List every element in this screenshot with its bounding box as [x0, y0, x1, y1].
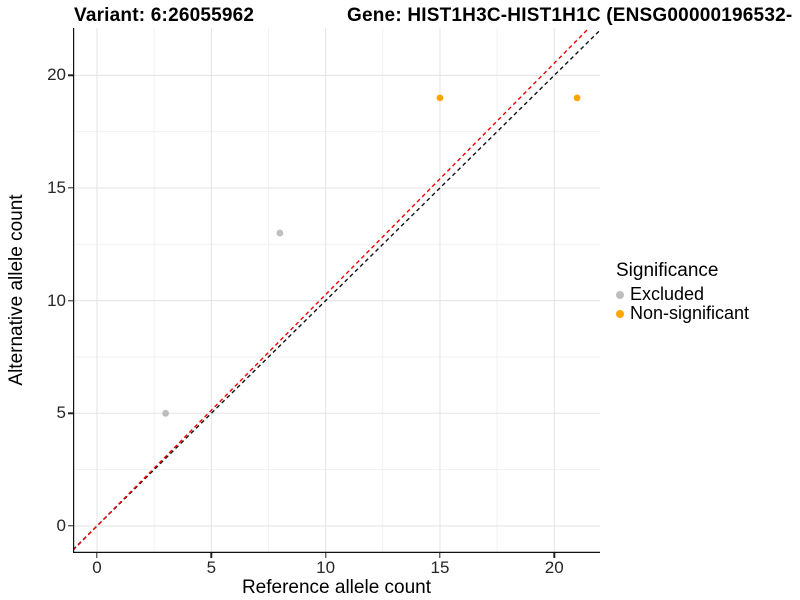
- y-axis-title: Alternative allele count: [6, 194, 27, 386]
- x-tick-label: 5: [206, 558, 217, 577]
- y-tick-label: 20: [47, 65, 66, 85]
- legend-item-excluded: Excluded: [616, 284, 749, 304]
- x-tick-mark: [324, 553, 327, 558]
- fitted-line: [73, 28, 590, 551]
- non-significant-swatch-icon: [616, 309, 624, 318]
- identity-line: [73, 29, 600, 551]
- legend-title: Significance: [616, 260, 719, 281]
- y-tick-mark: [67, 74, 73, 77]
- y-tick-label: 5: [56, 403, 66, 423]
- legend-label-excluded: Excluded: [630, 284, 705, 304]
- data-point-non-significant: [573, 94, 581, 102]
- y-tick-mark: [67, 525, 73, 527]
- legend: Significance Excluded Non-significant: [616, 260, 749, 323]
- y-tick-label: 10: [47, 290, 66, 310]
- x-tick-label: 20: [544, 558, 564, 577]
- x-tick-label: 10: [316, 558, 336, 577]
- x-tick-label: 0: [92, 558, 102, 577]
- legend-item-non-significant: Non-significant: [616, 303, 750, 323]
- y-tick-mark: [67, 412, 73, 414]
- plot-title-gene: Gene: HIST1H3C-HIST1H1C (ENSG00000196532…: [347, 5, 793, 26]
- y-tick-mark: [67, 299, 73, 302]
- scatter-chart: [73, 28, 600, 553]
- x-tick-label: 15: [430, 558, 450, 577]
- data-point-non-significant: [436, 94, 444, 102]
- x-tick-mark: [96, 553, 98, 558]
- x-tick-mark: [553, 553, 555, 558]
- data-point-excluded: [162, 409, 169, 417]
- y-tick-mark: [67, 187, 73, 189]
- x-tick-mark: [439, 553, 441, 558]
- plot-title-variant: Variant: 6:26055962: [74, 5, 255, 26]
- y-tick-label: 0: [56, 515, 66, 535]
- plot-area: [73, 28, 600, 553]
- x-tick-mark: [210, 553, 213, 558]
- x-axis-title: Reference allele count: [241, 577, 432, 598]
- excluded-swatch-icon: [616, 290, 624, 299]
- y-tick-label: 15: [47, 177, 66, 197]
- data-point-excluded: [276, 229, 284, 237]
- legend-label-non-significant: Non-significant: [630, 303, 750, 323]
